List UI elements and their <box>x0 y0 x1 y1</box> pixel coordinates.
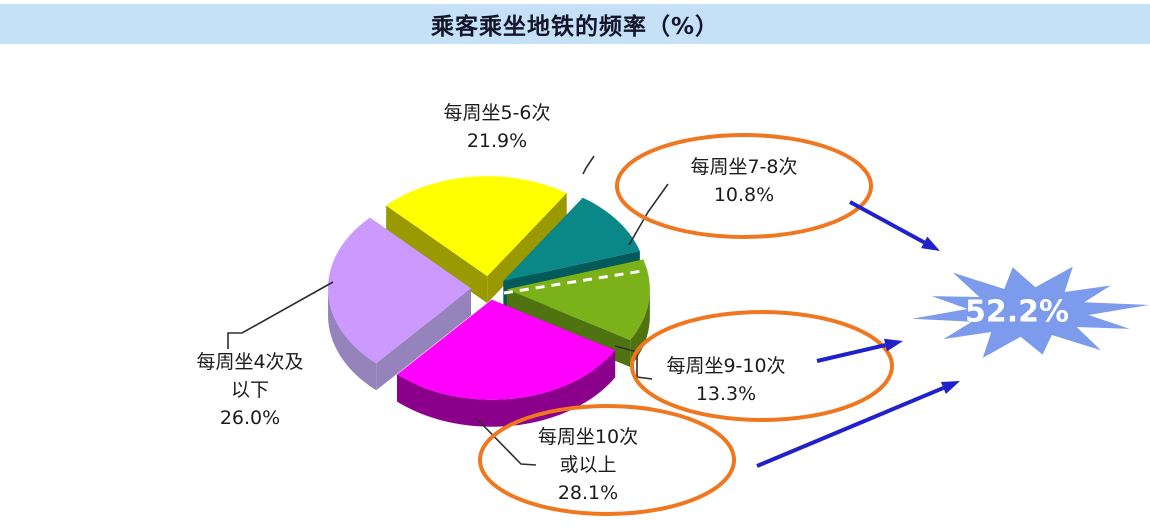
pie-slice-4-or-less <box>328 217 472 391</box>
chart-title-bar: 乘客乘坐地铁的频率（%） <box>0 4 1150 44</box>
pie-slice-5-6 <box>386 176 567 304</box>
leader-line-5-6 <box>582 155 595 175</box>
highlight-ellipse-9-10 <box>630 310 894 422</box>
leader-line-10-plus <box>476 418 537 466</box>
slice-label-text: 每周坐10次 <box>537 426 639 448</box>
arrow-from-10-plus <box>756 381 960 468</box>
slice-label-10-plus: 每周坐10次 或以上 28.1% <box>538 423 638 507</box>
slice-label-text: 以下 <box>230 379 269 401</box>
highlight-ellipse-7-8 <box>615 133 873 239</box>
slice-percent: 13.3% <box>695 383 757 405</box>
pie-slice-9-10 <box>506 259 650 368</box>
highlight-ellipse-10-plus <box>478 404 736 516</box>
slice-label-9-10: 每周坐9-10次 13.3% <box>666 352 785 408</box>
leader-line-4-or-less <box>227 281 334 349</box>
slice-percent: 28.1% <box>557 482 619 504</box>
slice-label-7-8: 每周坐7-8次 10.8% <box>690 153 797 209</box>
slice-percent: 10.8% <box>713 184 775 206</box>
arrow-from-7-8 <box>849 200 940 251</box>
slice-label-text: 或以上 <box>559 454 617 476</box>
dashed-separator-line <box>503 269 643 295</box>
slice-percent: 21.9% <box>466 130 528 152</box>
slice-label-4-or-less: 每周坐4次及 以下 26.0% <box>196 348 303 432</box>
slice-percent: 26.0% <box>219 407 281 429</box>
leader-line-9-10 <box>614 345 653 380</box>
slice-label-text: 每周坐4次及 <box>196 351 304 373</box>
slice-label-text: 每周坐7-8次 <box>690 156 798 178</box>
slice-label-text: 每周坐5-6次 <box>443 102 551 124</box>
slice-label-text: 每周坐9-10次 <box>666 355 786 377</box>
highlight-star-value: 52.2% <box>964 294 1070 330</box>
arrow-from-9-10 <box>816 338 903 363</box>
slice-label-5-6: 每周坐5-6次 21.9% <box>443 99 550 155</box>
leader-line-7-8 <box>628 183 669 246</box>
chart-title: 乘客乘坐地铁的频率（%） <box>430 14 720 40</box>
explosion-star-shape <box>912 266 1149 358</box>
